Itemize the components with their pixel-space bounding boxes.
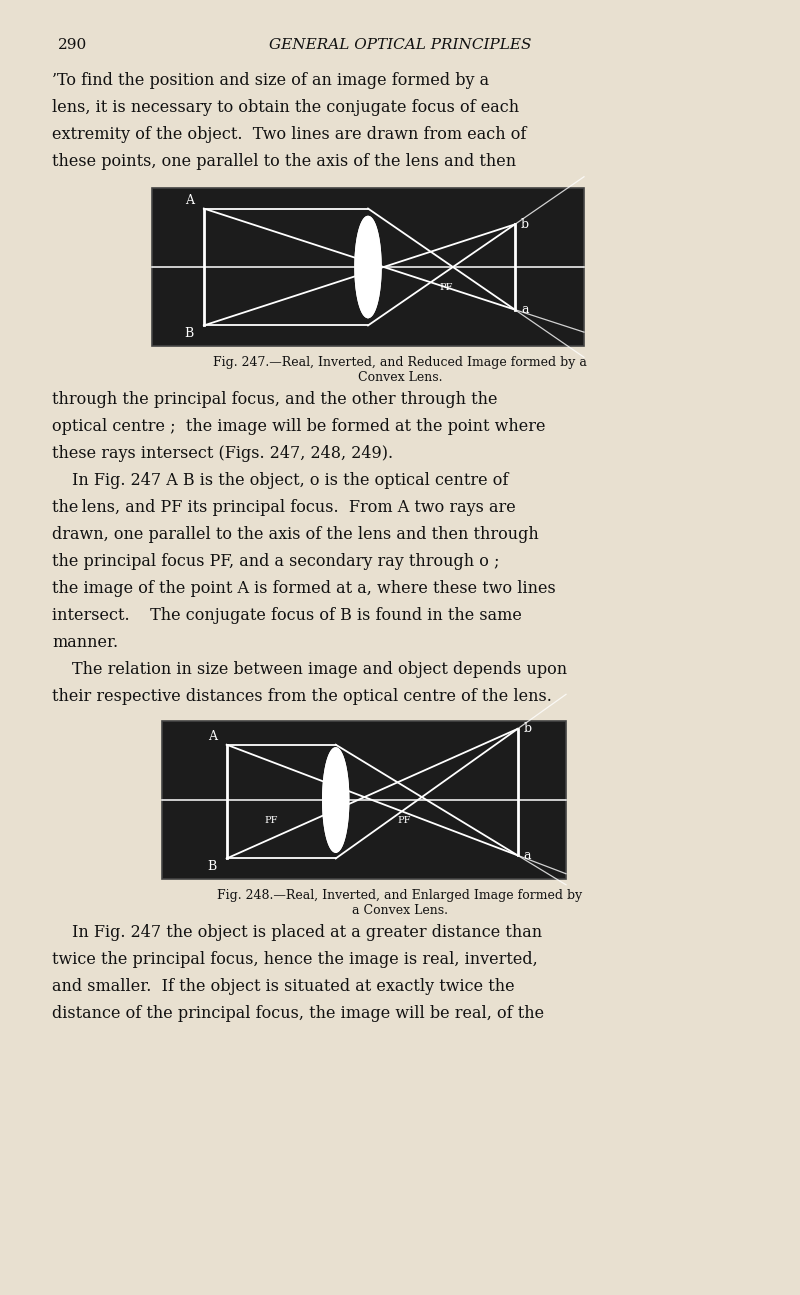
Text: Fig. 248.—Real, Inverted, and Enlarged Image formed by: Fig. 248.—Real, Inverted, and Enlarged I… [218, 888, 582, 903]
Text: intersect.    The conjugate focus of B is found in the same: intersect. The conjugate focus of B is f… [52, 607, 522, 624]
Text: manner.: manner. [52, 635, 118, 651]
Text: a: a [523, 848, 531, 861]
Text: 290: 290 [58, 38, 87, 52]
Text: The relation in size between image and object depends upon: The relation in size between image and o… [72, 660, 567, 679]
Text: GENERAL OPTICAL PRINCIPLES: GENERAL OPTICAL PRINCIPLES [269, 38, 531, 52]
Text: b: b [521, 218, 529, 231]
Text: the lens, and PF its principal focus.  From A two rays are: the lens, and PF its principal focus. Fr… [52, 499, 516, 515]
Polygon shape [322, 747, 349, 852]
Text: twice the principal focus, hence the image is real, inverted,: twice the principal focus, hence the ima… [52, 951, 538, 967]
Text: o: o [366, 243, 374, 253]
Text: B: B [207, 860, 217, 873]
Text: these points, one parallel to the axis of the lens and then: these points, one parallel to the axis o… [52, 153, 516, 170]
Text: In Fig. 247 the object is placed at a greater distance than: In Fig. 247 the object is placed at a gr… [72, 925, 542, 941]
Text: b: b [523, 723, 532, 736]
Text: the principal focus PF, and a secondary ray through o ;: the principal focus PF, and a secondary … [52, 553, 499, 570]
Text: PF: PF [264, 816, 278, 825]
Text: optical centre ;  the image will be formed at the point where: optical centre ; the image will be forme… [52, 418, 546, 435]
Text: a: a [521, 303, 528, 316]
Text: lens, it is necessary to obtain the conjugate focus of each: lens, it is necessary to obtain the conj… [52, 98, 519, 117]
Text: and smaller.  If the object is situated at exactly twice the: and smaller. If the object is situated a… [52, 978, 514, 995]
Bar [162, 721, 566, 879]
Text: o: o [334, 774, 341, 785]
Text: Convex Lens.: Convex Lens. [358, 370, 442, 385]
Text: the image of the point A is formed at a, where these two lines: the image of the point A is formed at a,… [52, 580, 556, 597]
Text: extremity of the object.  Two lines are drawn from each of: extremity of the object. Two lines are d… [52, 126, 526, 142]
Polygon shape [355, 216, 381, 317]
Text: through the principal focus, and the other through the: through the principal focus, and the oth… [52, 391, 498, 408]
Text: A: A [185, 193, 194, 206]
Text: distance of the principal focus, the image will be real, of the: distance of the principal focus, the ima… [52, 1005, 544, 1022]
Text: B: B [185, 328, 194, 341]
Bar [152, 188, 584, 346]
Text: a Convex Lens.: a Convex Lens. [352, 904, 448, 917]
Text: PF: PF [398, 816, 411, 825]
Text: In Fig. 247 A B is the object, o is the optical centre of: In Fig. 247 A B is the object, o is the … [72, 471, 508, 490]
Text: PF: PF [439, 282, 453, 291]
Text: A: A [208, 729, 217, 743]
Text: Fig. 247.—Real, Inverted, and Reduced Image formed by a: Fig. 247.—Real, Inverted, and Reduced Im… [213, 356, 587, 369]
Text: their respective distances from the optical centre of the lens.: their respective distances from the opti… [52, 688, 552, 704]
Text: ’To find the position and size of an image formed by a: ’To find the position and size of an ima… [52, 73, 489, 89]
Text: these rays intersect (Figs. 247, 248, 249).: these rays intersect (Figs. 247, 248, 24… [52, 445, 393, 462]
Text: drawn, one parallel to the axis of the lens and then through: drawn, one parallel to the axis of the l… [52, 526, 538, 543]
